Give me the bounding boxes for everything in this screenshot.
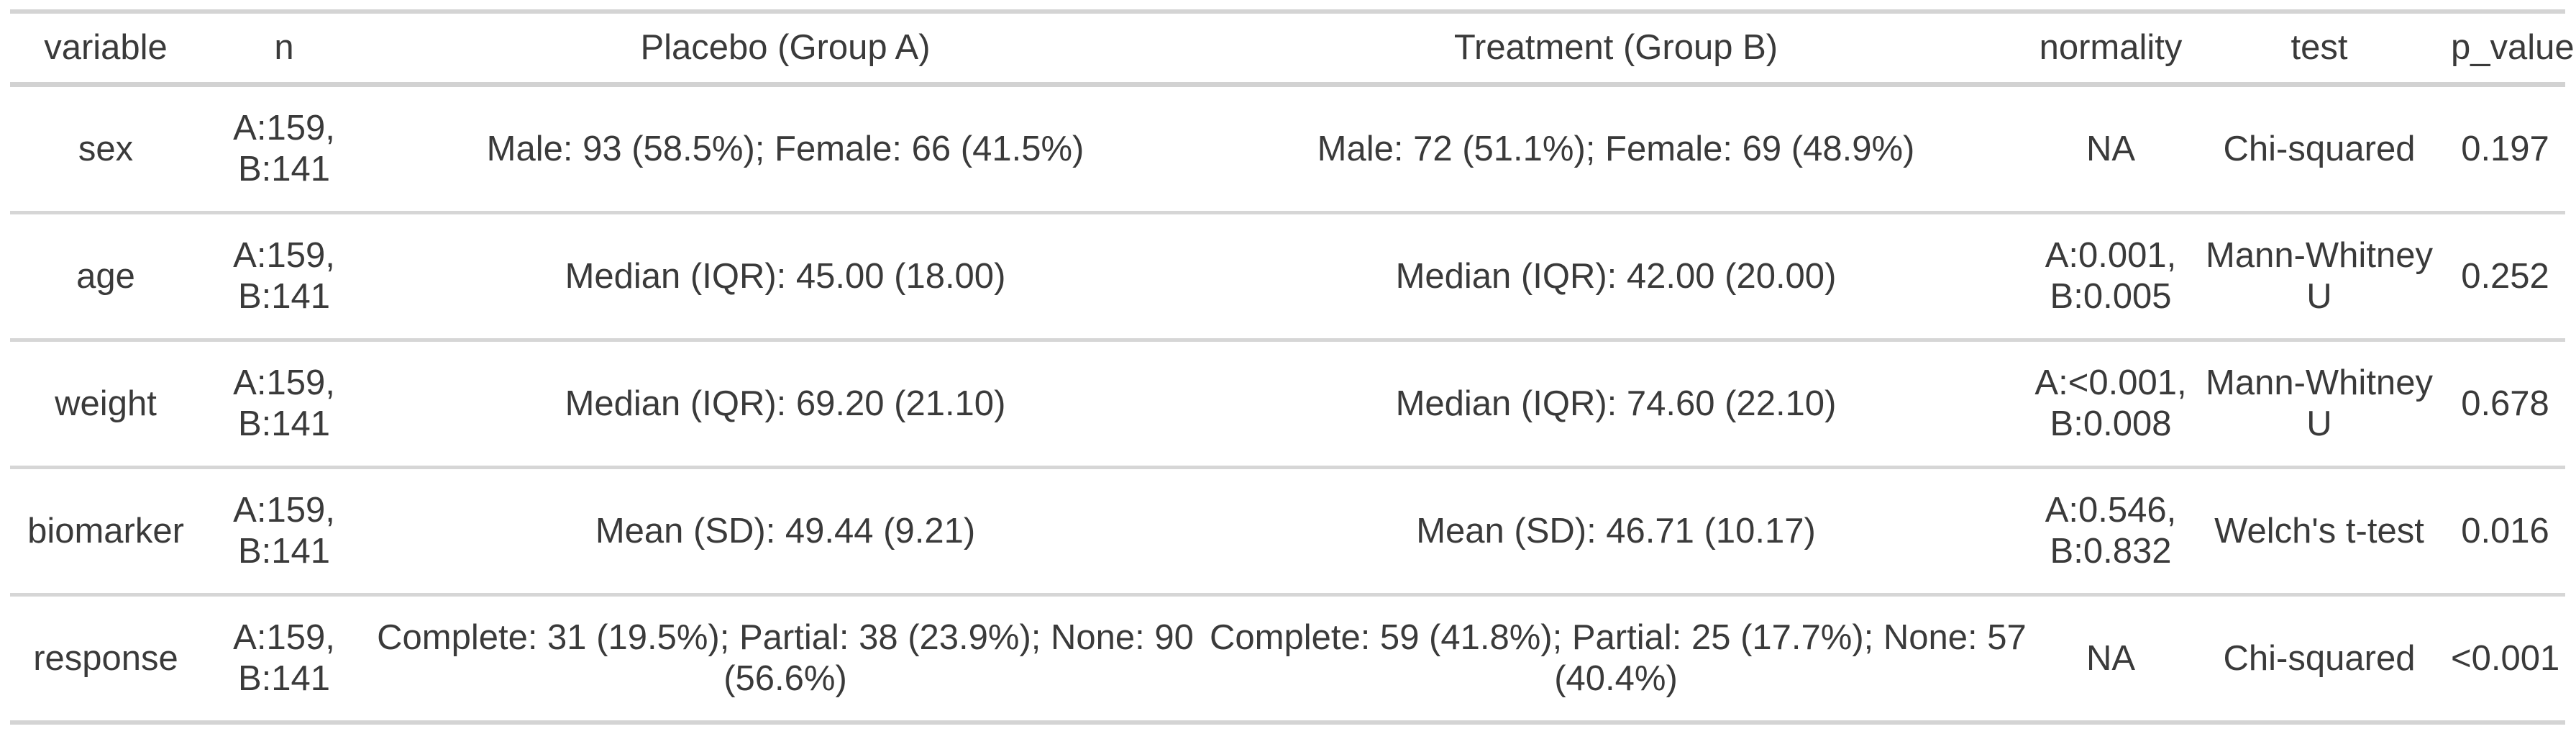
cell-variable: sex (78, 129, 134, 168)
cell-placebo: Complete: 31 (19.5%); Partial: 38 (23.9%… (377, 618, 1194, 698)
cell-normality: A:0.001, B:0.005 (2045, 236, 2177, 316)
table-row-weight: weight A:159, B:141 Median (IQR): 69.20 … (10, 340, 2565, 468)
cell-test: Chi-squared (2223, 638, 2416, 678)
cell-p-value: 0.016 (2461, 511, 2549, 550)
summary-table: variable n Placebo (Group A) Treatment (… (10, 9, 2575, 725)
cell-variable: response (33, 638, 178, 678)
table-row-age: age A:159, B:141 Median (IQR): 45.00 (18… (10, 213, 2565, 340)
cell-normality: A:0.546, B:0.832 (2045, 491, 2177, 571)
cell-placebo: Male: 93 (58.5%); Female: 66 (41.5%) (486, 129, 1084, 168)
cell-p-value: <0.001 (2451, 638, 2560, 678)
col-header-placebo: Placebo (Group A) (640, 28, 931, 67)
cell-n: A:159, B:141 (233, 109, 335, 189)
cell-treatment: Median (IQR): 74.60 (22.10) (1395, 384, 1837, 423)
col-header-test: test (2290, 28, 2348, 67)
cell-treatment: Mean (SD): 46.71 (10.17) (1416, 511, 1816, 550)
cell-n: A:159, B:141 (233, 491, 335, 571)
cell-test: Mann-Whitney U (2206, 363, 2433, 443)
cell-normality: NA (2086, 638, 2136, 678)
col-header-n: n (274, 28, 294, 67)
cell-test: Welch's t-test (2214, 511, 2424, 550)
table-row-biomarker: biomarker A:159, B:141 Mean (SD): 49.44 … (10, 468, 2565, 595)
cell-n: A:159, B:141 (233, 363, 335, 443)
cell-p-value: 0.252 (2461, 256, 2549, 296)
cell-variable: weight (55, 384, 157, 423)
cell-normality: A:<0.001, B:0.008 (2034, 363, 2187, 443)
cell-test: Mann-Whitney U (2206, 236, 2433, 316)
cell-variable: age (76, 256, 135, 296)
cell-n: A:159, B:141 (233, 236, 335, 316)
col-header-p-value: p_value (2451, 28, 2575, 67)
col-header-normality: normality (2039, 28, 2183, 67)
cell-p-value: 0.197 (2461, 129, 2549, 168)
cell-placebo: Median (IQR): 69.20 (21.10) (565, 384, 1006, 423)
cell-treatment: Male: 72 (51.1%); Female: 69 (48.9%) (1317, 129, 1915, 168)
table-row-sex: sex A:159, B:141 Male: 93 (58.5%); Femal… (10, 85, 2565, 213)
cell-n: A:159, B:141 (233, 618, 335, 698)
table-header-row: variable n Placebo (Group A) Treatment (… (10, 12, 2575, 85)
cell-normality: NA (2086, 129, 2136, 168)
cell-test: Chi-squared (2223, 129, 2416, 168)
cell-treatment: Median (IQR): 42.00 (20.00) (1395, 256, 1837, 296)
cell-placebo: Median (IQR): 45.00 (18.00) (565, 256, 1006, 296)
col-header-treatment: Treatment (Group B) (1453, 28, 1778, 67)
col-header-variable: variable (44, 28, 168, 67)
table-row-response: response A:159, B:141 Complete: 31 (19.5… (10, 595, 2565, 722)
cell-treatment: Complete: 59 (41.8%); Partial: 25 (17.7%… (1210, 618, 2027, 698)
cell-p-value: 0.678 (2461, 384, 2549, 423)
cell-variable: biomarker (27, 511, 184, 550)
cell-placebo: Mean (SD): 49.44 (9.21) (595, 511, 976, 550)
